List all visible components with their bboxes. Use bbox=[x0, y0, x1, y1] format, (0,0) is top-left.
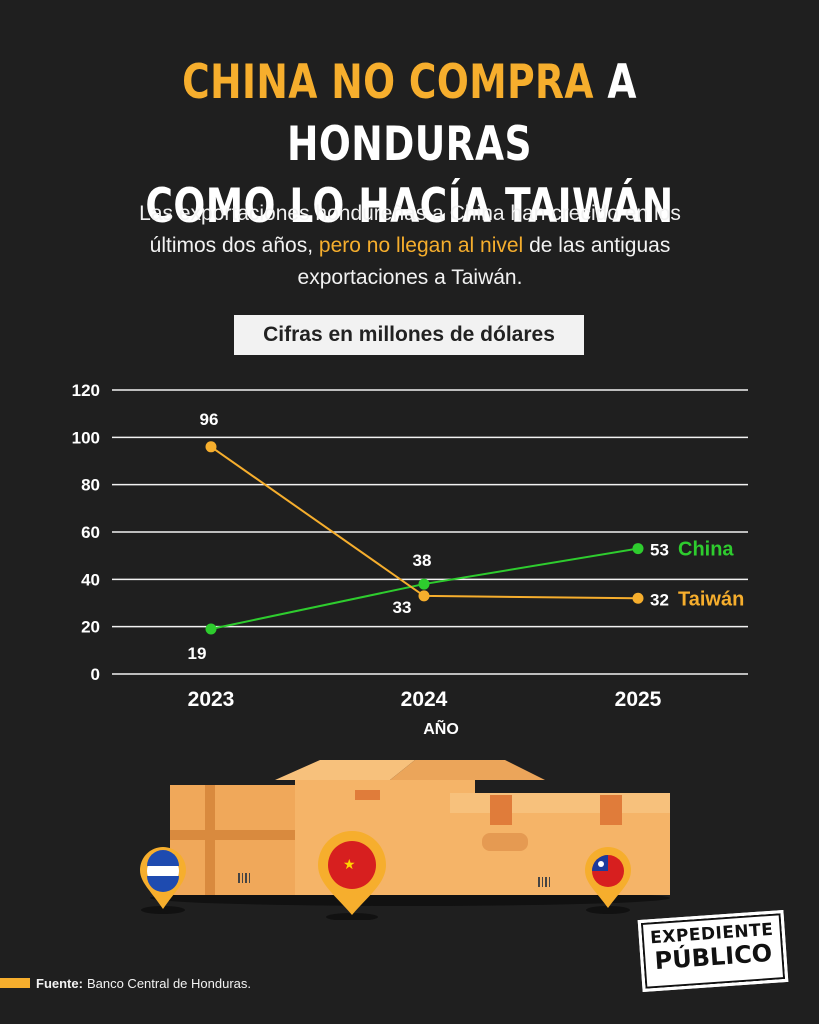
source-label: Fuente: bbox=[36, 975, 83, 991]
x-tick-label: 2023 bbox=[188, 688, 235, 711]
barcode-icon bbox=[238, 873, 550, 887]
honduras-flag-icon bbox=[140, 847, 186, 914]
box-center-flap-left bbox=[275, 760, 415, 780]
series-name-label: Taiwán bbox=[678, 588, 744, 610]
brand-logo: EXPEDIENTE PÚBLICO bbox=[637, 909, 789, 993]
y-tick-label: 60 bbox=[81, 523, 100, 542]
data-label: 33 bbox=[393, 598, 412, 617]
y-tick-label: 80 bbox=[81, 476, 100, 495]
chart-labels: 0 20 40 60 80 100 120 2023 2024 2025 19 38 53 China 96… bbox=[72, 381, 745, 711]
x-axis-label: AÑO bbox=[423, 718, 459, 738]
data-label: 96 bbox=[200, 410, 219, 429]
data-point bbox=[632, 543, 644, 555]
boxes-illustration: ★ bbox=[140, 760, 670, 920]
title-line2: COMO LO HACÍA TAIWÁN bbox=[145, 179, 674, 234]
subtitle-part1: Las exportaciones hondureñas a China han… bbox=[139, 202, 681, 257]
data-point bbox=[632, 592, 644, 604]
x-tick-label: 2024 bbox=[401, 688, 448, 711]
data-point bbox=[205, 441, 217, 453]
china-flag-icon: ★ bbox=[318, 831, 386, 920]
page-title: CHINA NO COMPRA A HONDURAS COMO LO HACÍA… bbox=[82, 52, 737, 238]
taiwan-flag-icon bbox=[585, 847, 631, 914]
source-accent-bar bbox=[0, 978, 30, 988]
y-tick-label: 120 bbox=[72, 381, 100, 400]
subtitle-highlight: pero no llegan al nivel bbox=[318, 234, 524, 257]
data-label: 38 bbox=[413, 551, 432, 570]
title-rest: A HONDURAS bbox=[287, 55, 637, 172]
x-tick-label: 2025 bbox=[615, 688, 662, 711]
subtitle: Las exportaciones hondureñas a China han… bbox=[110, 198, 710, 294]
y-tick-label: 20 bbox=[81, 618, 100, 637]
data-label: 32 bbox=[650, 590, 669, 609]
svg-text:★: ★ bbox=[343, 857, 356, 873]
series-line-1 bbox=[210, 445, 639, 600]
line-chart: 0 20 40 60 80 100 120 2023 2024 2025 19 38 53 China 96… bbox=[72, 381, 748, 738]
data-point bbox=[418, 578, 430, 590]
chart-grid bbox=[112, 389, 748, 675]
y-tick-label: 0 bbox=[91, 665, 100, 684]
units-label: Cifras en millones de dólares bbox=[234, 315, 584, 355]
data-point bbox=[205, 623, 217, 635]
series-name-label: China bbox=[678, 539, 734, 561]
y-tick-label: 40 bbox=[81, 570, 100, 589]
subtitle-part2: de las antiguas exportaciones a Taiwán. bbox=[297, 234, 671, 289]
y-tick-label: 100 bbox=[72, 428, 100, 447]
data-label: 19 bbox=[188, 644, 207, 663]
data-point bbox=[418, 590, 430, 602]
source-text: Banco Central de Honduras. bbox=[86, 975, 251, 991]
data-label: 53 bbox=[650, 541, 669, 560]
title-highlight: CHINA NO COMPRA bbox=[182, 55, 594, 110]
source-note: Fuente: Banco Central de Honduras. bbox=[0, 973, 251, 993]
chart-series bbox=[205, 441, 644, 635]
box-center-flap-right bbox=[390, 760, 545, 780]
